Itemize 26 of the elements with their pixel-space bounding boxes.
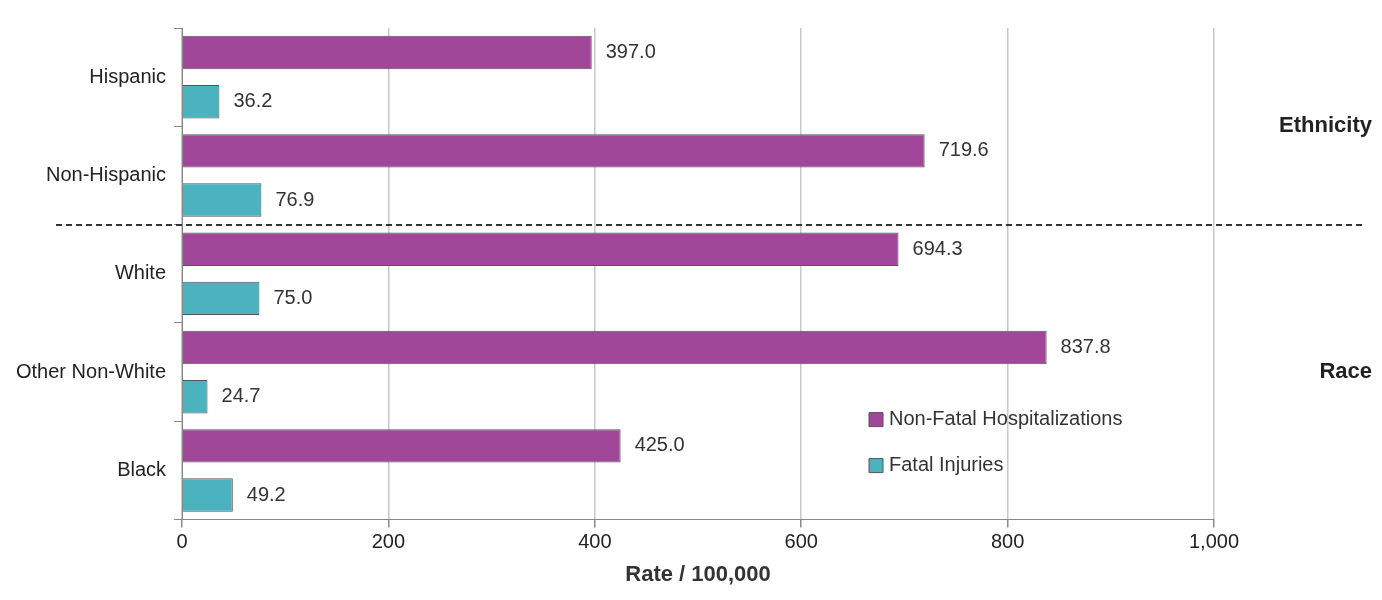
data-label: 24.7 (221, 384, 261, 407)
legend-label: Non-Fatal Hospitalizations (889, 407, 1123, 430)
y-tick-label: White (114, 261, 167, 284)
x-tick-label: 800 (990, 530, 1025, 553)
data-label: 397.0 (605, 40, 656, 63)
text: Ethnicity (1279, 112, 1373, 138)
data-label: 49.2 (246, 482, 286, 505)
data-label: 694.3 (912, 236, 963, 259)
y-tick-label: Hispanic (89, 64, 167, 87)
x-tick-label: 600 (784, 530, 818, 553)
data-label: 75.0 (273, 285, 313, 308)
data-label: 837.8 (1060, 335, 1111, 358)
x-tick-label: 400 (578, 530, 612, 553)
data-label: 76.9 (275, 187, 315, 210)
legend-label: Fatal Injuries (889, 453, 1004, 476)
x-axis-title: Rate / 100,000 (625, 560, 771, 586)
x-tick-label: 0 (176, 530, 188, 553)
y-tick-label: Black (117, 457, 168, 480)
text: Race (1319, 358, 1372, 384)
data-label: 719.6 (938, 138, 989, 161)
y-tick-label: Non-Hispanic (45, 163, 167, 185)
x-tick-label: 200 (371, 530, 406, 553)
data-label: 425.0 (634, 433, 685, 456)
x-tick-label: 1,000 (1188, 530, 1240, 553)
data-label: 36.2 (233, 89, 273, 112)
y-tick-label: Other Non-White (15, 359, 167, 382)
